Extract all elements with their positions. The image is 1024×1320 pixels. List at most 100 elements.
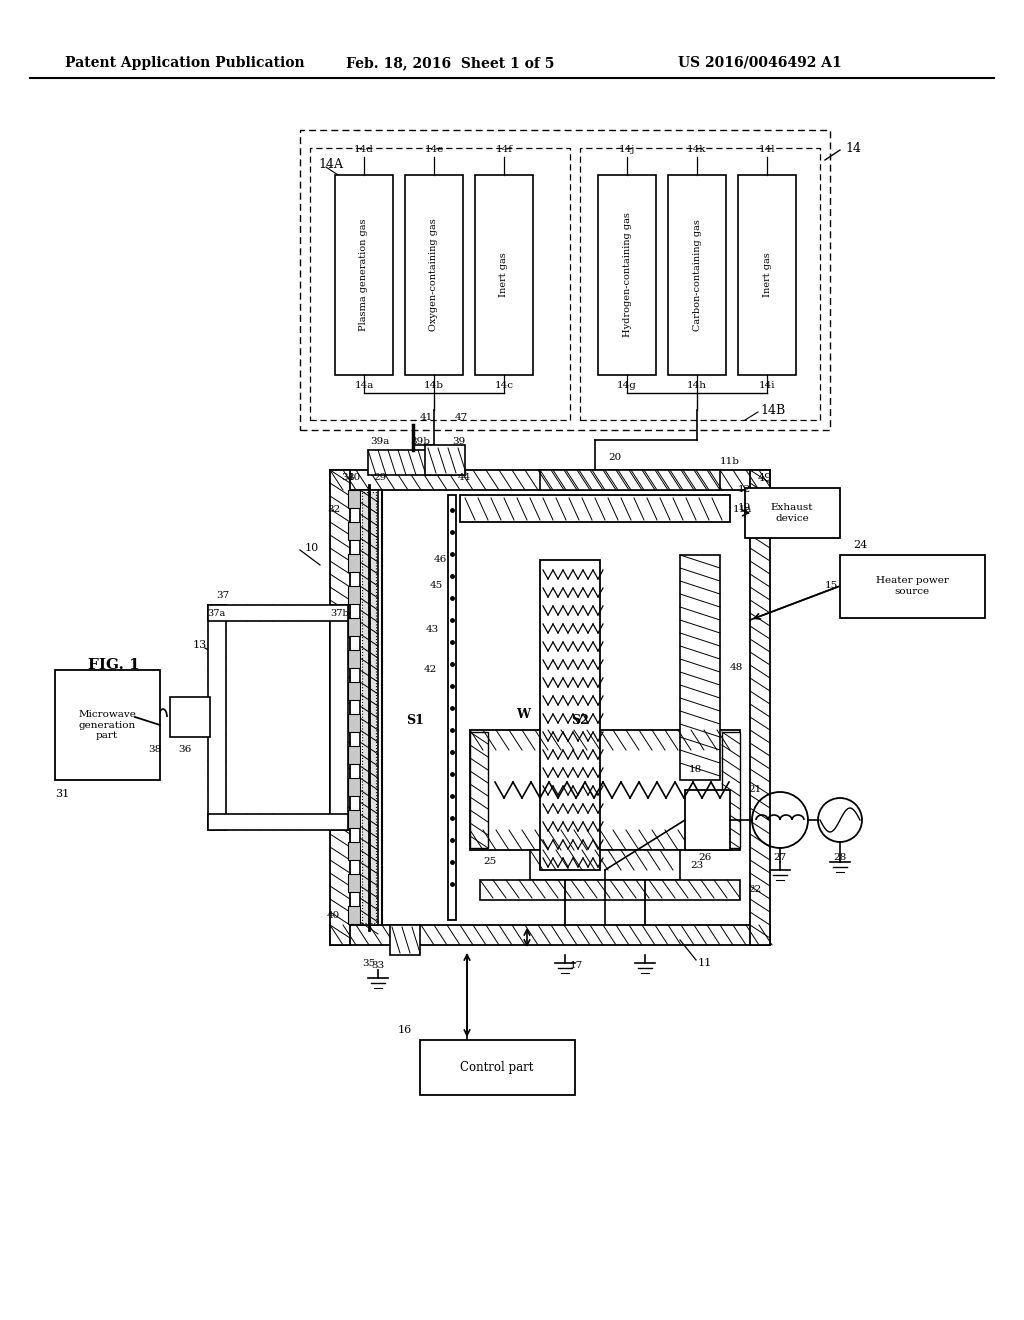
Text: 46: 46 xyxy=(433,556,446,565)
Text: 14e: 14e xyxy=(424,144,443,153)
Text: 18: 18 xyxy=(688,766,701,775)
Text: 14d: 14d xyxy=(354,144,374,153)
Bar xyxy=(208,605,348,620)
Bar xyxy=(348,906,360,924)
Bar xyxy=(348,777,360,796)
Text: 14a: 14a xyxy=(354,380,374,389)
Text: 35: 35 xyxy=(362,958,376,968)
Text: 45: 45 xyxy=(429,581,442,590)
Bar xyxy=(685,789,730,850)
Text: 24: 24 xyxy=(853,540,867,550)
Bar xyxy=(475,176,534,375)
Text: Plasma generation gas: Plasma generation gas xyxy=(359,219,369,331)
Text: 12: 12 xyxy=(738,486,752,495)
Bar xyxy=(208,814,348,830)
Bar xyxy=(350,490,750,925)
Text: Carbon-containing gas: Carbon-containing gas xyxy=(692,219,701,331)
Text: 39b: 39b xyxy=(410,437,430,446)
Bar xyxy=(348,714,360,733)
Bar xyxy=(840,554,985,618)
Bar xyxy=(348,649,360,668)
Text: 17: 17 xyxy=(570,961,584,969)
Text: 39a: 39a xyxy=(371,437,390,446)
Text: 14h: 14h xyxy=(687,380,707,389)
Text: 11a: 11a xyxy=(732,506,752,515)
Bar xyxy=(300,129,830,430)
Text: 14l: 14l xyxy=(759,144,775,153)
Bar xyxy=(330,470,350,945)
Text: 29: 29 xyxy=(374,474,387,483)
Bar xyxy=(310,148,570,420)
Bar xyxy=(449,495,456,920)
Text: 33: 33 xyxy=(372,961,385,969)
Text: 14f: 14f xyxy=(496,144,512,153)
Text: 41: 41 xyxy=(420,413,433,422)
Bar xyxy=(330,605,348,830)
Text: 37: 37 xyxy=(216,590,229,599)
Text: 14c: 14c xyxy=(495,380,513,389)
Bar xyxy=(55,671,160,780)
Text: 39: 39 xyxy=(452,437,465,446)
Text: US 2016/0046492 A1: US 2016/0046492 A1 xyxy=(678,55,842,70)
Text: S1: S1 xyxy=(407,714,424,726)
Bar xyxy=(470,733,488,847)
Text: 14: 14 xyxy=(845,141,861,154)
Bar xyxy=(348,810,360,828)
Bar xyxy=(420,1040,575,1096)
Text: 14k: 14k xyxy=(687,144,707,153)
Text: Patent Application Publication: Patent Application Publication xyxy=(66,55,305,70)
Text: Control part: Control part xyxy=(461,1060,534,1073)
Text: Exhaust
device: Exhaust device xyxy=(771,503,813,523)
Text: 25: 25 xyxy=(483,858,497,866)
Text: W: W xyxy=(516,709,530,722)
Text: 14b: 14b xyxy=(424,380,444,389)
Bar xyxy=(470,730,740,850)
Bar xyxy=(540,470,720,490)
Bar xyxy=(390,925,420,954)
Text: Feb. 18, 2016  Sheet 1 of 5: Feb. 18, 2016 Sheet 1 of 5 xyxy=(346,55,554,70)
Text: 36: 36 xyxy=(178,744,191,754)
Bar xyxy=(348,682,360,700)
Text: Microwave
generation
part: Microwave generation part xyxy=(78,710,136,741)
Bar xyxy=(460,495,730,521)
Bar xyxy=(348,746,360,764)
Text: 22: 22 xyxy=(748,886,761,895)
Text: 14i: 14i xyxy=(759,380,775,389)
Text: 20: 20 xyxy=(608,454,622,462)
Bar xyxy=(335,176,393,375)
Bar xyxy=(722,733,740,847)
Text: 10: 10 xyxy=(305,543,319,553)
Text: 26: 26 xyxy=(698,854,712,862)
Text: 47: 47 xyxy=(455,413,468,422)
Text: 38: 38 xyxy=(148,744,162,754)
Text: Inert gas: Inert gas xyxy=(763,252,771,297)
Bar xyxy=(348,586,360,605)
Text: 19: 19 xyxy=(738,503,752,512)
Text: 21: 21 xyxy=(748,785,761,795)
Bar xyxy=(580,148,820,420)
Text: 28: 28 xyxy=(834,854,847,862)
Bar xyxy=(738,176,796,375)
Text: 16: 16 xyxy=(397,1026,412,1035)
Text: Oxygen-containing gas: Oxygen-containing gas xyxy=(429,219,438,331)
Text: 34: 34 xyxy=(342,474,355,483)
Text: 11: 11 xyxy=(698,958,713,968)
Text: 31: 31 xyxy=(55,789,70,799)
Bar xyxy=(330,925,770,945)
Bar xyxy=(348,842,360,861)
Bar xyxy=(170,697,210,737)
Bar xyxy=(406,176,463,375)
Bar xyxy=(348,874,360,892)
Text: 14g: 14g xyxy=(617,380,637,389)
Text: 32: 32 xyxy=(327,506,340,515)
Bar xyxy=(348,490,360,508)
Bar xyxy=(362,492,376,923)
Text: 14B: 14B xyxy=(760,404,785,417)
Bar xyxy=(348,554,360,572)
Bar xyxy=(425,445,465,475)
Text: 42: 42 xyxy=(423,665,436,675)
Text: Inert gas: Inert gas xyxy=(500,252,509,297)
Text: 48: 48 xyxy=(730,663,743,672)
Bar xyxy=(480,880,740,900)
Bar xyxy=(330,470,770,490)
